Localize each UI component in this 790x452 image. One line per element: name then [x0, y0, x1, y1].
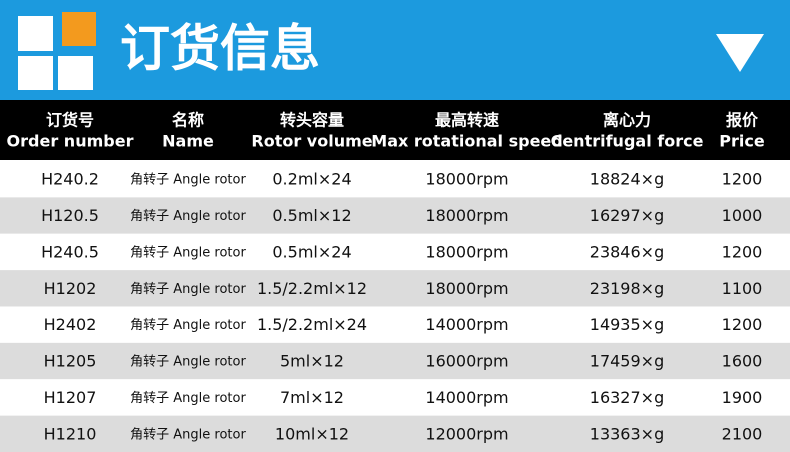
title: 订货信息 [120, 20, 320, 78]
cell: H2402 [44, 315, 97, 334]
cell: H1207 [44, 388, 97, 407]
row-bg [0, 379, 790, 416]
header-zh: 最高转速 [435, 111, 499, 130]
cell: H1210 [44, 424, 97, 443]
row-bg [0, 270, 790, 307]
cell: 18824×g [590, 170, 664, 189]
name-cell: 角转子 Angle rotor [130, 318, 246, 333]
cell: 23846×g [590, 242, 664, 261]
cell: 18000rpm [425, 279, 508, 298]
dropdown-arrow[interactable] [716, 34, 764, 72]
banner [0, 0, 790, 100]
header-zh: 报价 [726, 111, 759, 130]
header-zh: 转头容量 [280, 111, 344, 130]
cell: 1.5/2.2ml×12 [257, 279, 367, 298]
cell: 2100 [722, 424, 763, 443]
cell: 12000rpm [425, 424, 508, 443]
row-bg [0, 306, 790, 343]
name-cell: 角转子 Angle rotor [130, 355, 246, 370]
cell: 1000 [722, 206, 763, 225]
row-bg [0, 197, 790, 234]
name-cell: 角转子 Angle rotor [130, 391, 246, 406]
cell: 7ml×12 [280, 388, 344, 407]
cell: 17459×g [590, 352, 664, 371]
name-cell: 角转子 Angle rotor [130, 209, 246, 224]
cell: 1200 [722, 170, 763, 189]
cell: H120.5 [41, 206, 99, 225]
table: 订货号 Order number 名称 Name 转头容量 Rotor volume 最高转… [0, 111, 790, 452]
cell: 14000rpm [425, 315, 508, 334]
header-en: Max rotational speed [371, 132, 562, 151]
header-zh: 名称 [172, 111, 204, 130]
header-en: Centrifugal force [551, 132, 704, 151]
cell: 1900 [722, 388, 763, 407]
cell: 0.2ml×24 [272, 170, 351, 189]
cell: 0.5ml×24 [272, 242, 351, 261]
cell: 0.5ml×12 [272, 206, 351, 225]
name-cell: 角转子 Angle rotor [130, 427, 246, 442]
cell: 1600 [722, 352, 763, 371]
cell: H240.5 [41, 242, 99, 261]
cell: 14935×g [590, 315, 664, 334]
logo-square [58, 56, 93, 90]
cell: 14000rpm [425, 388, 508, 407]
header-zh: 离心力 [603, 111, 651, 130]
table-header [0, 100, 790, 160]
header-en: Price [719, 132, 765, 151]
header-zh: 订货号 [46, 111, 94, 130]
cell: 16297×g [590, 206, 664, 225]
cell: 18000rpm [425, 206, 508, 225]
header-en: Name [162, 132, 214, 151]
cell: 13363×g [590, 424, 664, 443]
cell: 23198×g [590, 279, 664, 298]
cell: H1202 [44, 279, 97, 298]
cell: 1100 [722, 279, 763, 298]
name-cell: 角转子 Angle rotor [130, 245, 246, 260]
cell: 16000rpm [425, 352, 508, 371]
name-cell: 角转子 Angle rotor [130, 173, 246, 188]
cell: 5ml×12 [280, 352, 344, 371]
header-en: Order number [7, 132, 134, 151]
name-cell: 角转子 Angle rotor [130, 282, 246, 297]
cell: 16327×g [590, 388, 664, 407]
cell: 1200 [722, 315, 763, 334]
header-en: Rotor volume [251, 132, 372, 151]
cell: 10ml×12 [275, 424, 349, 443]
row-bg [0, 233, 790, 271]
cell: H1205 [44, 352, 97, 371]
row-bg [0, 342, 790, 380]
cell: 18000rpm [425, 242, 508, 261]
logo-square [62, 12, 96, 46]
logo-square [18, 16, 53, 51]
row-bg [0, 415, 790, 452]
cell: 18000rpm [425, 170, 508, 189]
logo-square [18, 56, 53, 90]
cell: 1.5/2.2ml×24 [257, 315, 367, 334]
row-bg [0, 161, 790, 198]
cell: 1200 [722, 242, 763, 261]
cell: H240.2 [41, 170, 99, 189]
